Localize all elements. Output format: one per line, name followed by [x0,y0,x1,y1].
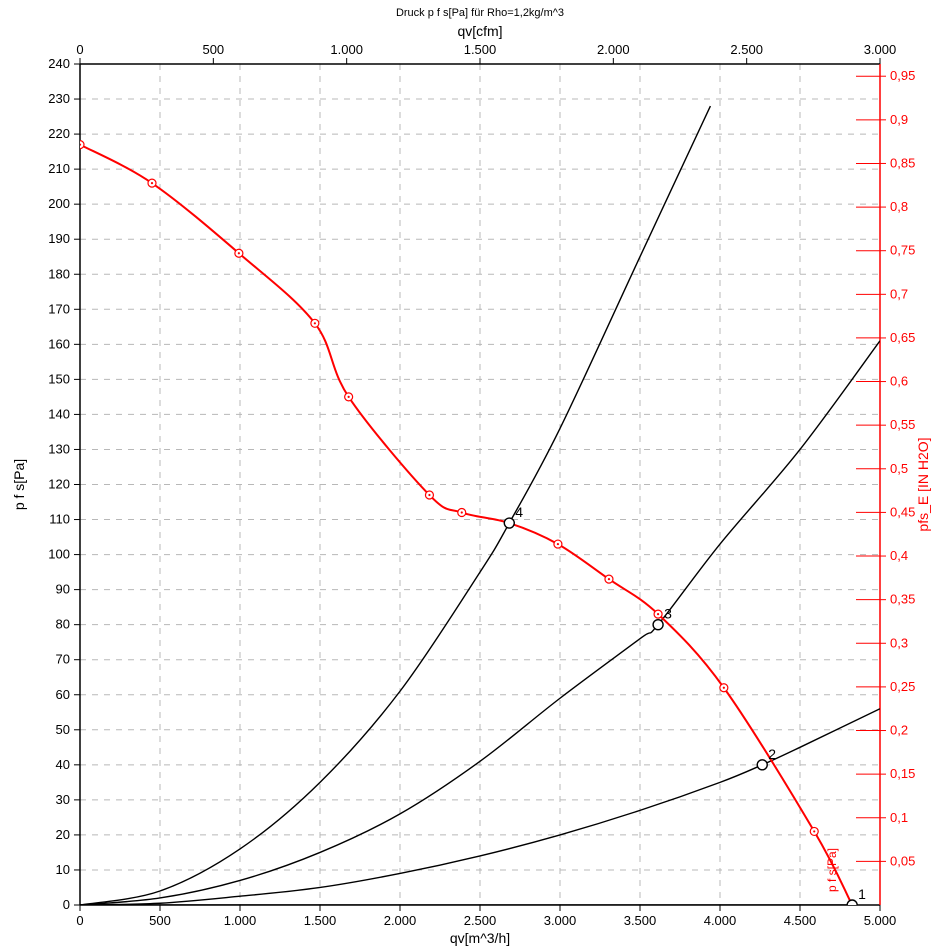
y-right-tick-label: 0,8 [890,199,908,214]
y-right-tick-label: 0,3 [890,635,908,650]
x-top-tick-label: 0 [76,42,83,57]
fan-curve-marker-dot [151,182,153,184]
y-right-tick-label: 0,4 [890,548,908,563]
y-left-tick-label: 20 [56,827,70,842]
y-left-tick-label: 60 [56,687,70,702]
x-top-tick-label: 2.000 [597,42,630,57]
y-right-tick-label: 0,75 [890,243,915,258]
operating-point-label: 2 [768,746,776,762]
fan-curve-marker-dot [557,543,559,545]
operating-point-marker [757,760,767,770]
y-right-tick-label: 0,5 [890,461,908,476]
y-left-axis-label: p f s[Pa] [11,459,27,510]
y-right-tick-label: 0,65 [890,330,915,345]
y-left-tick-label: 10 [56,862,70,877]
y-left-tick-label: 190 [48,231,70,246]
y-right-tick-label: 0,95 [890,68,915,83]
operating-point-label: 3 [664,606,672,622]
y-right-axis-label: pfs_E [IN H2O] [915,437,931,531]
x-top-tick-label: 500 [202,42,224,57]
x-top-tick-label: 3.000 [864,42,897,57]
x-bottom-tick-label: 3.000 [544,913,577,928]
y-left-tick-label: 230 [48,91,70,106]
fan-curve-marker-dot [813,830,815,832]
y-right-tick-label: 0,05 [890,853,915,868]
y-left-tick-label: 100 [48,547,70,562]
y-right-tick-label: 0,45 [890,504,915,519]
y-left-tick-label: 0 [63,897,70,912]
y-left-tick-label: 30 [56,792,70,807]
fan-curve-marker-dot [608,578,610,580]
inside-axis-label: p f s[Pa] [825,848,839,892]
y-left-tick-label: 120 [48,477,70,492]
fan-curve-marker-dot [238,252,240,254]
operating-point-label: 1 [858,886,866,902]
y-left-tick-label: 160 [48,336,70,351]
y-left-tick-label: 140 [48,406,70,421]
x-top-tick-label: 1.500 [464,42,497,57]
y-left-tick-label: 170 [48,301,70,316]
y-right-tick-label: 0,7 [890,286,908,301]
y-right-tick-label: 0,6 [890,374,908,389]
x-top-tick-label: 1.000 [330,42,363,57]
x-bottom-tick-label: 4.000 [704,913,737,928]
x-bottom-tick-label: 0 [76,913,83,928]
operating-point-label: 4 [515,504,523,520]
y-right-tick-label: 0,85 [890,155,915,170]
y-right-tick-label: 0,2 [890,723,908,738]
fan-curve-marker-dot [428,494,430,496]
x-bottom-tick-label: 2.000 [384,913,417,928]
x-bottom-tick-label: 1.000 [224,913,257,928]
x-bottom-tick-label: 1.500 [304,913,337,928]
y-left-tick-label: 240 [48,56,70,71]
x-top-tick-label: 2.500 [730,42,763,57]
fan-curve-marker-dot [461,511,463,513]
y-right-tick-label: 0,1 [890,810,908,825]
y-right-tick-label: 0,55 [890,417,915,432]
y-left-tick-label: 110 [49,512,70,527]
y-right-tick-label: 0,15 [890,766,915,781]
y-left-tick-label: 130 [48,441,70,456]
fan-curve-marker-dot [723,687,725,689]
y-left-tick-label: 150 [48,371,70,386]
y-left-tick-label: 180 [48,266,70,281]
x-bottom-tick-label: 2.500 [464,913,497,928]
fan-curve-marker-dot [348,396,350,398]
y-right-tick-label: 0,35 [890,592,915,607]
x-bottom-tick-label: 3.500 [624,913,657,928]
y-left-tick-label: 40 [56,757,70,772]
y-left-tick-label: 80 [56,617,70,632]
operating-point-marker [653,620,663,630]
x-bottom-tick-label: 500 [149,913,171,928]
chart-title: Druck p f s[Pa] für Rho=1,2kg/m^3 [396,7,564,19]
y-left-tick-label: 220 [48,126,70,141]
operating-point-marker [504,518,514,528]
y-right-tick-label: 0,25 [890,679,915,694]
pressure-chart: Druck p f s[Pa] für Rho=1,2kg/m^3 qv[cfm]… [0,0,935,952]
y-left-tick-label: 90 [56,582,70,597]
y-left-tick-label: 200 [48,196,70,211]
y-left-tick-label: 50 [56,722,70,737]
y-left-tick-label: 210 [48,161,70,176]
x-bottom-axis-label: qv[m^3/h] [450,930,510,946]
fan-curve-marker-dot [314,322,316,324]
x-bottom-tick-label: 5.000 [864,913,897,928]
fan-curve-marker-dot [657,613,659,615]
y-left-tick-label: 70 [56,652,70,667]
x-top-axis-label: qv[cfm] [457,23,502,39]
y-right-tick-label: 0,9 [890,112,908,127]
x-bottom-tick-label: 4.500 [784,913,817,928]
